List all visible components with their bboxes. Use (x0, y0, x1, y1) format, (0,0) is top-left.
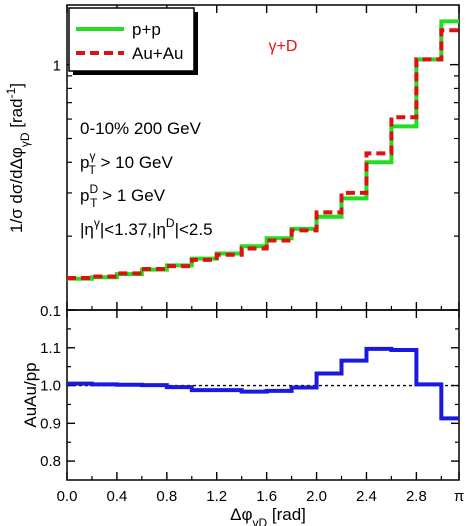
series-ratio-step (67, 346, 459, 421)
bottom-x-tick-label: 2.8 (406, 488, 427, 505)
top-series-group (67, 19, 459, 281)
cut-eta: |ηγ|<1.37,|ηD|<2.5 (80, 216, 213, 239)
top-y-tick-label: 1 (53, 58, 61, 75)
bottom-y-ticks: 0.8 0.9 1.0 1.1 (40, 328, 459, 470)
top-y-axis-title: 1/σ dσ/dΔφγD [rad-1] (4, 83, 32, 233)
bottom-series-group (67, 346, 459, 421)
bottom-x-tick-label: 0.0 (57, 488, 78, 505)
bottom-y-tick-label: 1.1 (40, 340, 61, 357)
bottom-y-tick-label: 0.8 (40, 453, 61, 470)
bottom-x-tick-label: 2.4 (356, 488, 377, 505)
bottom-plot-frame (66, 309, 460, 481)
bottom-x-axis-title: ΔφγD [rad] (230, 505, 306, 526)
legend: p+p Au+Au (68, 7, 198, 75)
cut-photon-pt: pγ T > 10 GeV (80, 149, 173, 177)
bottom-x-tick-label: π (454, 488, 464, 505)
bottom-x-tick-label: 1.6 (256, 488, 277, 505)
bottom-x-ticks: 0.0 0.4 0.8 1.2 1.6 2.0 2.4 2.8 π (57, 310, 464, 505)
reaction-label: γ+D (269, 38, 298, 55)
top-panel: 0.11 1/σ dσ/dΔφγD [rad-1] p+p Au+Au γ+D … (4, 4, 460, 320)
legend-label-auau: Au+Au (132, 44, 184, 63)
series-auau-step (67, 28, 459, 281)
bottom-y-tick-label: 0.9 (40, 415, 61, 432)
bottom-x-tick-label: 0.4 (106, 488, 127, 505)
top-y-tick-label: 0.1 (40, 303, 61, 320)
bottom-x-tick-label: 2.0 (306, 488, 327, 505)
bottom-y-axis-title: AuAu/pp (21, 362, 40, 427)
legend-label-pp: p+p (132, 20, 161, 39)
bottom-y-tick-label: 1.0 (40, 378, 61, 395)
cut-d-pt: pD T > 1 GeV (80, 182, 166, 210)
bottom-x-tick-label: 0.8 (156, 488, 177, 505)
bottom-x-tick-label: 1.2 (206, 488, 227, 505)
legend-box (68, 7, 195, 72)
bottom-panel: 0.8 0.9 1.0 1.1 0.0 0.4 0.8 1.2 1.6 2.0 2.4 2.8 π A… (21, 309, 464, 526)
centrality-label: 0-10% 200 GeV (80, 119, 202, 138)
